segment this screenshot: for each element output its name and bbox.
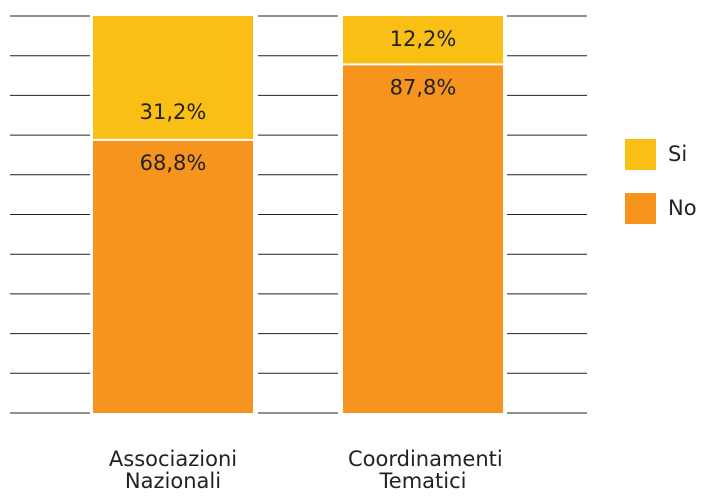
- bar-segment: [93, 16, 253, 140]
- bar-segment: [343, 64, 503, 414]
- x-tick-label: Associazioni Nazionali: [108, 447, 238, 493]
- value-label: 68,8%: [140, 151, 207, 175]
- value-label: 31,2%: [140, 100, 207, 124]
- value-label: 87,8%: [390, 75, 457, 99]
- value-label: 12,2%: [390, 27, 457, 51]
- x-tick-label: Coordinamenti Tematici: [348, 447, 503, 493]
- legend-swatch: [625, 139, 656, 170]
- bar-segment: [93, 139, 253, 413]
- legend-label: No: [668, 196, 697, 220]
- legend-swatch: [625, 193, 656, 224]
- bar-segment: [343, 16, 503, 65]
- legend-label: Si: [668, 142, 687, 166]
